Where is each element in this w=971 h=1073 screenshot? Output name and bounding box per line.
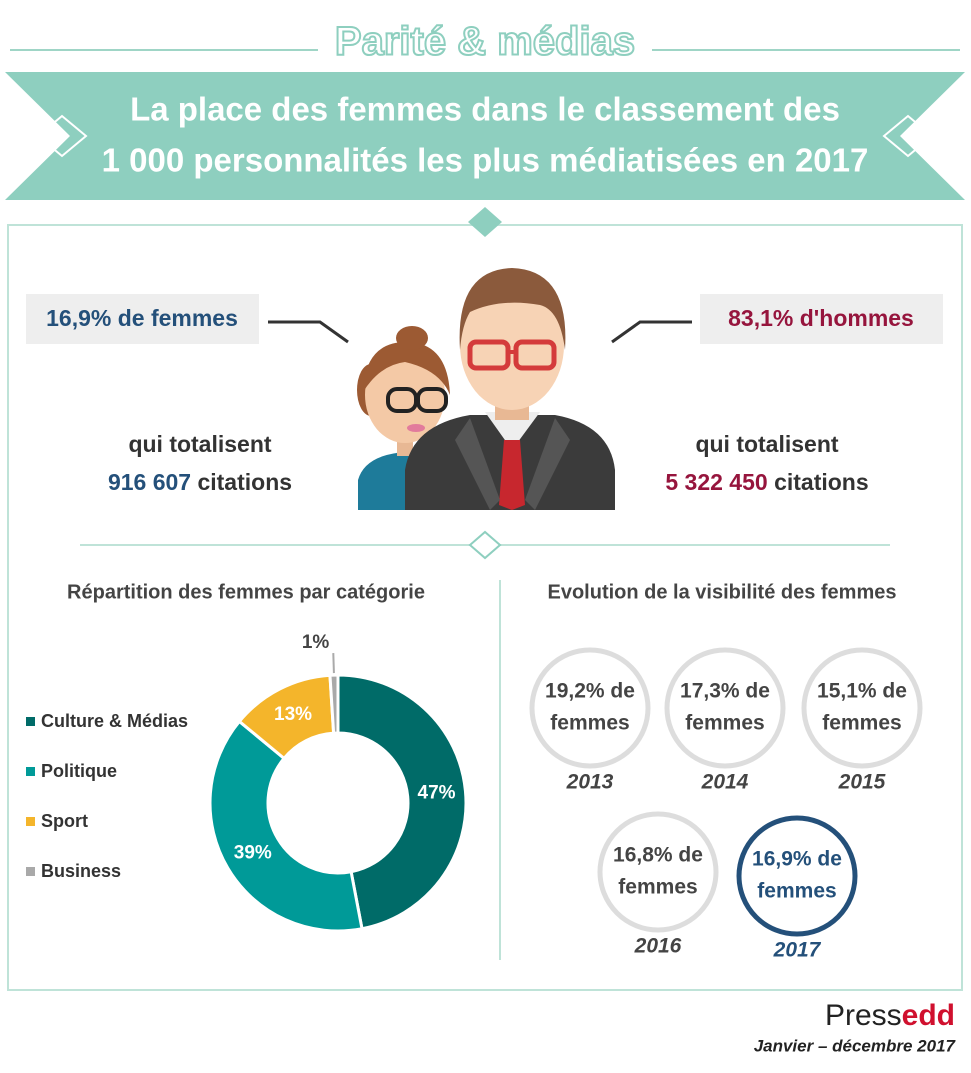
legend-label: Culture & Médias [41, 711, 188, 731]
ribbon [5, 72, 965, 200]
donut-slice [336, 673, 468, 931]
diamond [468, 530, 502, 560]
men-citations: 5 322 450 citations [665, 469, 868, 495]
year: 2014 [701, 771, 749, 794]
year-share: 15,1% de [817, 680, 907, 703]
value-label: 1% [302, 632, 330, 653]
unit: citations [197, 469, 292, 495]
year-circle [664, 647, 786, 769]
diamond [468, 207, 502, 237]
year: 2013 [566, 771, 614, 794]
year-share: 16,8% de [613, 844, 703, 867]
unit: citations [774, 469, 869, 495]
year-circle [597, 811, 719, 933]
evolution-title: Evolution de la visibilité des femmes [548, 581, 897, 603]
year-circle [529, 647, 651, 769]
year-share: femmes [822, 712, 901, 735]
chart-title: Répartition des femmes par catégorie [67, 581, 425, 603]
leader [332, 653, 335, 674]
legend-swatch [26, 867, 35, 876]
brand-a: Press [825, 999, 902, 1032]
year-share: 19,2% de [545, 680, 635, 703]
title: 1 000 personnalités les plus médiatisées… [102, 142, 869, 179]
kicker: Parité & médias [335, 20, 635, 64]
year-share: femmes [685, 712, 764, 735]
totals-label: qui totalisent [695, 431, 838, 457]
legend-label: Business [41, 861, 121, 881]
donut-slice [208, 719, 364, 933]
brand-b: edd [902, 999, 955, 1032]
year-circle [801, 647, 923, 769]
year-share: 17,3% de [680, 680, 770, 703]
ribbon-diamond [36, 114, 88, 158]
pointer [611, 320, 692, 344]
number: 5 322 450 [665, 469, 767, 495]
legend-swatch [26, 717, 35, 726]
value-label: 13% [274, 704, 312, 725]
number: 916 607 [108, 469, 191, 495]
legend-label: Sport [41, 811, 88, 831]
value-label: 47% [418, 783, 456, 804]
women-citations: 916 607 citations [108, 469, 292, 495]
men-share: 83,1% d'hommes [728, 305, 914, 331]
period: Janvier – décembre 2017 [754, 1036, 957, 1055]
year-share: femmes [550, 712, 629, 735]
women-box [26, 294, 259, 344]
value-label: 39% [234, 842, 272, 863]
year-share: femmes [757, 880, 836, 903]
totals-label: qui totalisent [128, 431, 271, 457]
title: La place des femmes dans le classement d… [130, 91, 840, 128]
legend-swatch [26, 817, 35, 826]
year-circle [736, 815, 858, 937]
donut-slice [328, 673, 340, 735]
year-share: femmes [618, 876, 697, 899]
women-share: 16,9% de femmes [46, 305, 238, 331]
men-box [700, 294, 943, 344]
pointer [268, 320, 349, 344]
year: 2017 [773, 939, 822, 962]
man-figure [405, 268, 615, 510]
legend-swatch [26, 767, 35, 776]
year-share: 16,9% de [752, 848, 842, 871]
brand: Pressedd [825, 999, 955, 1032]
legend-label: Politique [41, 761, 117, 781]
year: 2016 [634, 935, 682, 958]
year: 2015 [838, 771, 886, 794]
ribbon-diamond [882, 114, 934, 158]
